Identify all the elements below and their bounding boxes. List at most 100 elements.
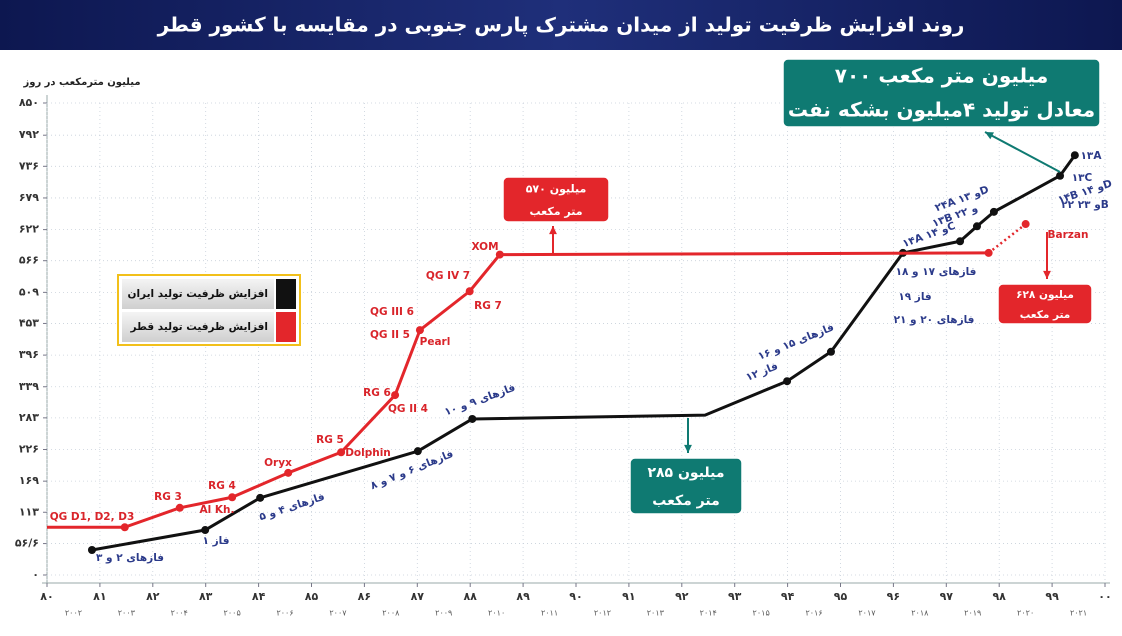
point-label: Barzan [1048, 229, 1089, 241]
x2-tick-label: ۲۰۱۵ [753, 609, 770, 618]
callout-arrowhead [1043, 270, 1051, 279]
point-label: QG D1, D2, D3 [50, 511, 135, 523]
x-tick-label: ۹۴ [781, 590, 795, 603]
point-label: QG II 5 [370, 329, 410, 341]
title-band [0, 0, 1122, 50]
point-label: ۱۳C [1072, 172, 1093, 184]
x-tick-label: ۸۹ [516, 590, 530, 603]
x-tick-label: ۸۷ [411, 590, 425, 603]
callout-text: متر مکعب [529, 205, 582, 218]
y-tick-label: ۵۰۹ [19, 285, 39, 298]
point [120, 523, 129, 532]
y-tick-label: ۷۳۶ [19, 159, 39, 172]
y-tick-label: ۳۳۹ [19, 380, 39, 393]
x2-tick-label: ۲۰۰۶ [276, 609, 293, 618]
y-tick-label: ۸۵۰ [19, 96, 39, 109]
x2-tick-label: ۲۰۰۲ [65, 609, 82, 618]
x2-tick-label: ۲۰۱۰ [488, 609, 505, 618]
x-tick-label: ۹۰ [569, 590, 582, 603]
legend-label: افزایش ظرفیت تولید قطر [129, 321, 268, 333]
point [826, 347, 835, 356]
point [495, 250, 504, 259]
point-label: QG III 6 [370, 306, 414, 318]
legend-swatch [276, 279, 296, 309]
x-tick-label: ۹۶ [887, 590, 900, 603]
x2-tick-label: ۲۰۲۱ [1070, 609, 1087, 618]
point-label: QG IV 7 [426, 270, 470, 282]
point-label: فاز ۱ [203, 535, 230, 547]
point-label: ۲۲ و ۲۳B [1061, 199, 1109, 211]
point-label: فاز ۱۲ [744, 360, 780, 384]
callout-arrow [984, 131, 1061, 173]
legend: افزایش ظرفیت تولید ایران افزایش ظرفیت تول… [117, 274, 301, 346]
callout-box [782, 58, 1101, 128]
y-tick-label: ۳۹۶ [19, 348, 39, 361]
point [972, 222, 981, 231]
point-label: فازهای ۲ و ۳ [96, 552, 164, 564]
x2-tick-label: ۲۰۰۳ [118, 609, 136, 618]
chart-title: روند افزایش ظرفیت تولید از میدان مشترک پ… [157, 13, 965, 38]
x-tick-label: ۸۴ [252, 590, 266, 603]
point [1070, 151, 1079, 160]
x2-tick-label: ۲۰۰۷ [329, 609, 347, 618]
point [468, 414, 477, 423]
legend-swatch [276, 312, 296, 342]
callout-arrowhead [549, 226, 557, 235]
point [337, 448, 346, 457]
point-label: RG 6 [363, 387, 391, 399]
callout-text: ۵۷۰ میلیون [526, 182, 587, 195]
callout-text: ۲۸۵ میلیون [647, 465, 724, 481]
point [87, 546, 96, 555]
point [201, 526, 210, 535]
x-tick-label: ۹۷ [940, 590, 954, 603]
x2-tick-label: ۲۰۱۴ [700, 609, 717, 618]
point-label: Oryx [264, 457, 292, 469]
point-label: فازهای ۱۷ و ۱۸ [896, 266, 977, 278]
x2-tick-label: ۲۰۱۳ [647, 609, 665, 618]
series-line-dotted [987, 223, 1027, 254]
point [1056, 171, 1065, 180]
x2-tick-label: ۲۰۱۷ [858, 609, 876, 618]
point [1021, 220, 1030, 229]
point [415, 326, 424, 335]
x-tick-label: ۹۲ [675, 590, 689, 603]
x-tick-label: ۸۳ [199, 590, 213, 603]
x2-tick-label: ۲۰۱۹ [964, 609, 981, 618]
point [465, 287, 474, 296]
y-tick-label: ۲۸۳ [19, 411, 39, 424]
x2-tick-label: ۲۰۰۴ [171, 609, 188, 618]
x-tick-label: ۸۸ [463, 590, 477, 603]
point [391, 391, 400, 400]
y-tick-label: ۲۲۶ [19, 443, 39, 456]
callout-text: معادل تولید ۴میلیون بشکه نفت [788, 98, 1095, 122]
callout-box [997, 283, 1093, 325]
x-tick-label: ۹۹ [1045, 590, 1059, 603]
point-label: Pearl [420, 336, 451, 348]
point-label: ۱۳A [1081, 150, 1103, 162]
legend-row [122, 312, 274, 342]
point [984, 248, 993, 257]
x-tick-label: ۸۱ [93, 590, 106, 603]
callout-arrowhead [985, 132, 994, 140]
y-tick-label: ۰ [32, 568, 39, 581]
x2-tick-label: ۲۰۱۸ [911, 609, 929, 618]
point [783, 377, 792, 386]
x2-tick-label: ۲۰۲۰ [1017, 609, 1034, 618]
x-tick-label: ۹۵ [834, 590, 848, 603]
point-label: XOM [471, 241, 498, 253]
x2-tick-label: ۲۰۰۸ [382, 609, 400, 618]
point [228, 493, 237, 502]
callout-text: متر مکعب [1020, 309, 1071, 321]
point-label: RG 3 [154, 491, 182, 503]
x-tick-label: ۹۳ [728, 590, 742, 603]
x-tick-label: ۸۶ [358, 590, 371, 603]
legend-label: افزایش ظرفیت تولید ایران [127, 288, 268, 300]
point-label: فازهای ۹ و ۱۰ [443, 382, 517, 419]
point [989, 207, 998, 216]
point-label: RG 7 [474, 300, 502, 312]
y-tick-label: ۱۱۳ [19, 505, 39, 518]
callout-text: ۷۰۰ میلیون متر مکعب [835, 64, 1048, 88]
callout-box [502, 176, 610, 223]
y-tick-label: ۶۷۹ [19, 191, 39, 204]
